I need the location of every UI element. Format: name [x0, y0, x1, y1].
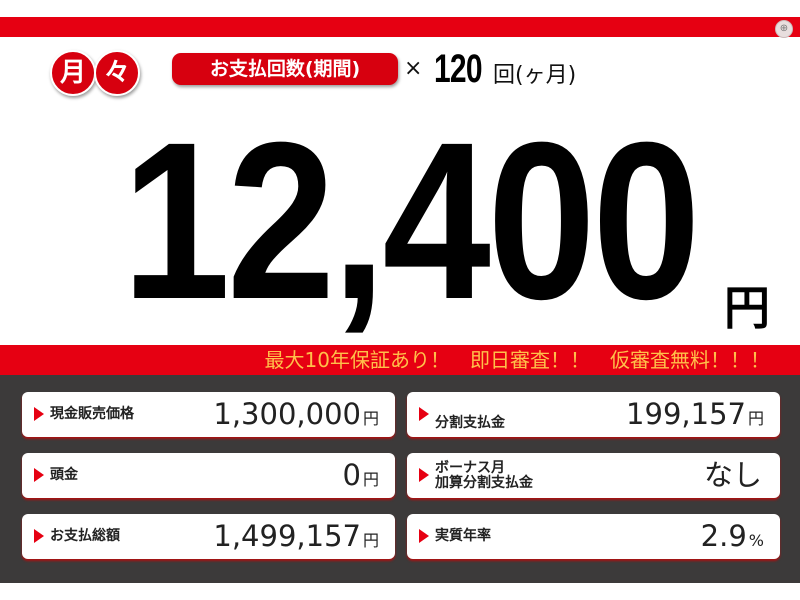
payment-count-unit: 回(ヶ月)	[493, 63, 577, 88]
value-unit: 円	[362, 531, 379, 550]
promo-banner: 最大10年保証あり！ 即日審査！！ 仮審査無料！！！	[0, 345, 800, 375]
detail-label: お支払総額	[50, 528, 120, 544]
detail-value: 1,499,157 円	[213, 518, 379, 559]
arrow-right-icon	[34, 529, 44, 543]
value-number: 1,300,000	[213, 397, 361, 431]
detail-label: 実質年率	[435, 528, 491, 544]
detail-value: 2.9%	[701, 518, 764, 559]
zoom-icon[interactable]: ⊕	[775, 20, 793, 38]
detail-card: 分割支払金 199,157 円	[407, 392, 780, 437]
value-number: なし	[703, 458, 762, 492]
arrow-right-icon	[34, 407, 44, 421]
detail-card: 現金販売価格 1,300,000 円	[22, 392, 395, 437]
monthly-amount-unit: 円	[724, 281, 770, 335]
detail-label: 現金販売価格	[50, 406, 134, 422]
detail-card: 実質年率 2.9%	[407, 514, 780, 559]
monthly-badge-2: 々	[94, 50, 140, 96]
detail-label: 頭金	[50, 467, 78, 483]
payment-count: 120	[434, 47, 483, 91]
value-number: 1,499,157	[213, 519, 361, 553]
top-red-bar	[0, 17, 800, 37]
value-number: 2.9	[700, 519, 747, 553]
value-unit: 円	[362, 470, 379, 489]
value-number: 199,157	[626, 397, 746, 431]
detail-card: ボーナス月 加算分割支払金 なし	[407, 453, 780, 498]
arrow-right-icon	[419, 529, 429, 543]
value-number: 0	[342, 458, 361, 492]
detail-value: 199,157 円	[626, 396, 764, 437]
detail-value: 1,300,000 円	[213, 396, 379, 437]
payment-period-label: お支払回数(期間)	[172, 53, 398, 85]
monthly-badge-1: 月	[50, 50, 96, 96]
arrow-right-icon	[419, 407, 429, 421]
value-unit: %	[748, 531, 764, 550]
monthly-amount: 12,400	[122, 97, 698, 345]
detail-label: 分割支払金	[435, 415, 505, 431]
arrow-right-icon	[419, 468, 429, 482]
arrow-right-icon	[34, 468, 44, 482]
detail-value: なし	[704, 457, 764, 498]
detail-card: お支払総額 1,499,157 円	[22, 514, 395, 559]
detail-label: ボーナス月 加算分割支払金	[435, 459, 533, 491]
value-unit: 円	[747, 409, 764, 428]
times-sign: ×	[404, 56, 423, 81]
value-unit: 円	[362, 409, 379, 428]
